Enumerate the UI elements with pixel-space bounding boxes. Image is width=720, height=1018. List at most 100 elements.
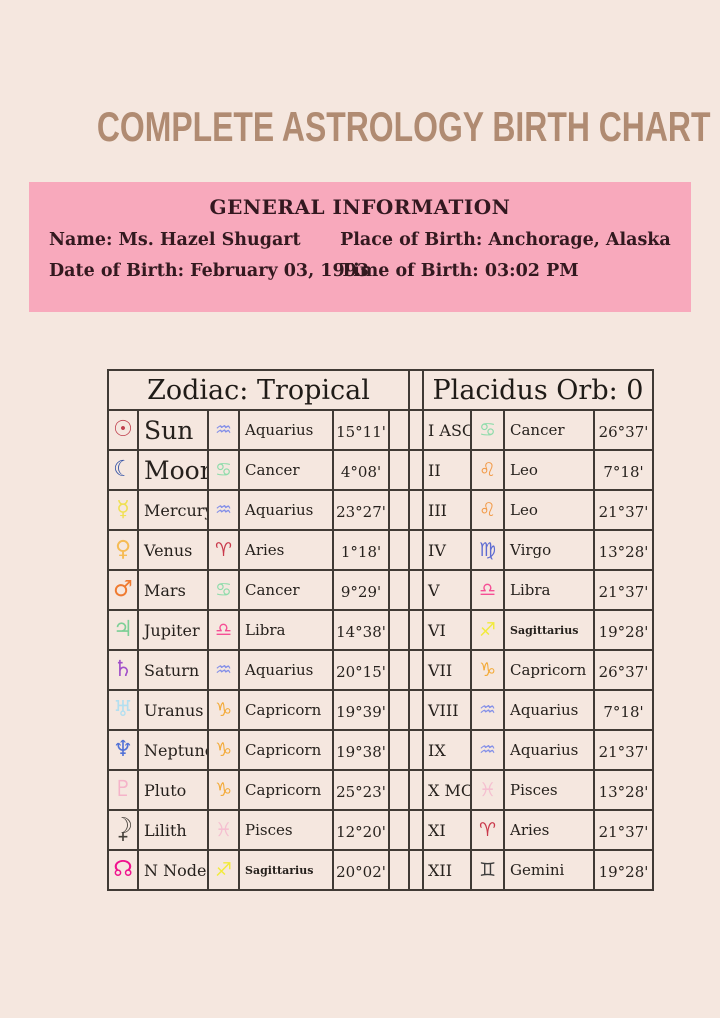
- spacer-cell: [390, 651, 410, 691]
- aquarius-icon: ♒: [209, 491, 240, 531]
- degree-value: 4°08': [334, 451, 390, 491]
- house-label: VI: [424, 611, 472, 651]
- degree-value: 15°11': [334, 411, 390, 451]
- info-field: Name: Ms. Hazel Shugart: [47, 230, 338, 250]
- aquarius-icon: ♒: [209, 651, 240, 691]
- spacer-cell: [390, 491, 410, 531]
- degree-value: 21°37': [595, 571, 654, 611]
- planet-name: Jupiter: [139, 611, 209, 651]
- sign-name: Aries: [505, 811, 595, 851]
- sign-name: Capricorn: [240, 691, 334, 731]
- spacer-cell: [390, 771, 410, 811]
- lilith-icon: ☽ +: [109, 811, 139, 851]
- house-label: I ASC: [424, 411, 472, 451]
- info-field-label: Time of Birth:: [340, 261, 479, 281]
- moon-icon: ☾: [109, 451, 139, 491]
- venus-icon: ♀: [109, 531, 139, 571]
- separator-cell: [410, 771, 424, 811]
- page-title: COMPLETE ASTROLOGY BIRTH CHART: [96, 103, 711, 150]
- planet-name: Lilith: [139, 811, 209, 851]
- info-field: Date of Birth: February 03, 1993: [47, 261, 369, 281]
- info-field-value: February 03, 1993: [190, 261, 369, 281]
- planet-name: Mercury: [139, 491, 209, 531]
- houses-table-header: Placidus Orb: 0: [424, 371, 654, 411]
- libra-icon: ♎: [209, 611, 240, 651]
- leo-icon: ♌: [472, 451, 505, 491]
- neptune-icon: ♆: [109, 731, 139, 771]
- info-field-label: Date of Birth:: [49, 261, 185, 281]
- birth-chart-table: Zodiac: Tropical Placidus Orb: 0 ☉ Sun ♒…: [107, 369, 654, 891]
- pisces-icon: ♓: [209, 811, 240, 851]
- degree-value: 7°18': [595, 451, 654, 491]
- sagittarius-icon: ♐: [472, 611, 505, 651]
- planet-name: Neptune: [139, 731, 209, 771]
- separator-cell: [410, 851, 424, 891]
- libra-icon: ♎: [472, 571, 505, 611]
- capricorn-icon: ♑: [209, 731, 240, 771]
- sign-name: Capricorn: [505, 651, 595, 691]
- spacer-cell: [390, 611, 410, 651]
- sign-name: Cancer: [505, 411, 595, 451]
- info-field-label: Name:: [49, 230, 113, 250]
- house-label: IX: [424, 731, 472, 771]
- aries-icon: ♈: [472, 811, 505, 851]
- separator-cell: [410, 411, 424, 451]
- separator-cell: [410, 651, 424, 691]
- general-info-fields: Name: Ms. Hazel Shugart Place of Birth: …: [47, 230, 673, 281]
- spacer-cell: [390, 811, 410, 851]
- spacer-cell: [390, 411, 410, 451]
- info-field-label: Place of Birth:: [340, 230, 483, 250]
- sign-name: Gemini: [505, 851, 595, 891]
- house-label: IV: [424, 531, 472, 571]
- cancer-icon: ♋: [472, 411, 505, 451]
- planet-name: Pluto: [139, 771, 209, 811]
- mercury-icon: ☿: [109, 491, 139, 531]
- info-field-value: Ms. Hazel Shugart: [118, 230, 301, 250]
- pisces-icon: ♓: [472, 771, 505, 811]
- degree-value: 26°37': [595, 651, 654, 691]
- sign-name: Capricorn: [240, 771, 334, 811]
- planet-name: Venus: [139, 531, 209, 571]
- separator-cell: [410, 811, 424, 851]
- info-field: Place of Birth: Anchorage, Alaska: [338, 230, 673, 250]
- house-label: VII: [424, 651, 472, 691]
- spacer-cell: [390, 851, 410, 891]
- sign-name: Libra: [240, 611, 334, 651]
- house-label: VIII: [424, 691, 472, 731]
- house-label: II: [424, 451, 472, 491]
- sign-name: Capricorn: [240, 731, 334, 771]
- house-label: XII: [424, 851, 472, 891]
- planet-name: Moon: [139, 451, 209, 491]
- separator-cell: [410, 731, 424, 771]
- sign-name: Aries: [240, 531, 334, 571]
- planet-name: Uranus: [139, 691, 209, 731]
- pluto-icon: ♇: [109, 771, 139, 811]
- aquarius-icon: ♒: [472, 731, 505, 771]
- degree-value: 13°28': [595, 771, 654, 811]
- planet-name: Mars: [139, 571, 209, 611]
- degree-value: 9°29': [334, 571, 390, 611]
- aquarius-icon: ♒: [209, 411, 240, 451]
- house-label: XI: [424, 811, 472, 851]
- degree-value: 7°18': [595, 691, 654, 731]
- sign-name: Leo: [505, 491, 595, 531]
- sign-name: Cancer: [240, 451, 334, 491]
- sign-name: Aquarius: [505, 691, 595, 731]
- separator-cell: [410, 691, 424, 731]
- degree-value: 21°37': [595, 811, 654, 851]
- spacer-cell: [390, 691, 410, 731]
- separator-cell: [410, 371, 424, 411]
- spacer-cell: [390, 731, 410, 771]
- degree-value: 13°28': [595, 531, 654, 571]
- degree-value: 25°23': [334, 771, 390, 811]
- house-label: X MC: [424, 771, 472, 811]
- sign-name: Sagittarius: [505, 611, 595, 651]
- separator-cell: [410, 571, 424, 611]
- degree-value: 14°38': [334, 611, 390, 651]
- degree-value: 19°38': [334, 731, 390, 771]
- info-field-value: Anchorage, Alaska: [488, 230, 671, 250]
- house-label: V: [424, 571, 472, 611]
- degree-value: 20°02': [334, 851, 390, 891]
- separator-cell: [410, 451, 424, 491]
- planet-name: Sun: [139, 411, 209, 451]
